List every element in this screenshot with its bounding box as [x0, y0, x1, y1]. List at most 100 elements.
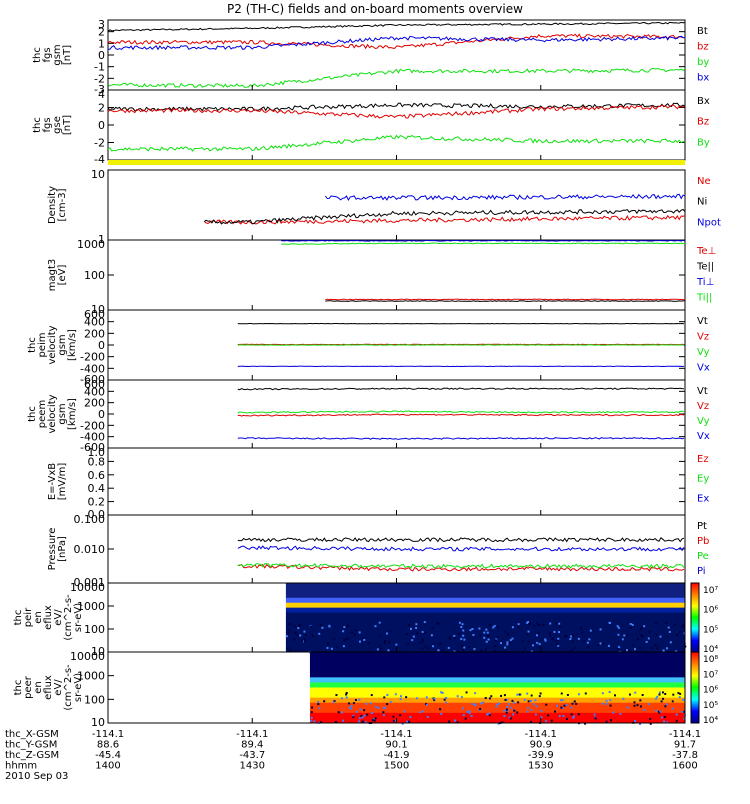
quality-flag-bar: [108, 160, 685, 165]
colorbar-tick-label: 10⁸: [703, 655, 718, 665]
legend-entry: Ez: [697, 454, 709, 465]
spectrogram-pixel: [304, 640, 306, 642]
spectrogram-pixel: [560, 707, 562, 709]
spectrogram-pixel: [379, 635, 381, 637]
spectrogram-pixel: [342, 720, 344, 722]
spectrogram-pixel: [419, 711, 421, 713]
colorbar-tick-label: 10⁴: [703, 716, 718, 726]
spectrogram-pixel: [375, 625, 377, 627]
spectrogram-pixel: [629, 649, 631, 651]
spectrogram-pixel: [366, 714, 368, 716]
spectrogram-pixel: [565, 635, 567, 637]
chart-title: P2 (TH-C) fields and on-board moments ov…: [227, 2, 523, 16]
spectrogram-pixel: [559, 647, 561, 649]
spectrogram-pixel: [333, 701, 335, 703]
spectrogram-pixel: [422, 631, 424, 633]
y-axis-label: magt3[eV]: [47, 259, 68, 292]
legend-entry: Vz: [697, 401, 709, 412]
spectrogram-pixel: [406, 633, 408, 635]
legend-entry: Vy: [697, 347, 710, 358]
x-axis-value: -114.1: [236, 729, 268, 740]
spectrogram-pixel: [587, 642, 589, 644]
spectrogram-pixel: [304, 638, 306, 640]
spectrogram-band: [286, 608, 685, 613]
spectrogram-pixel: [648, 637, 650, 639]
spectrogram-pixel: [578, 693, 580, 695]
spectrogram-pixel: [651, 647, 653, 649]
y-axis-label: Pressure[nPa]: [47, 528, 68, 571]
legend-entry: Pb: [697, 536, 709, 547]
spectrogram-pixel: [531, 695, 533, 697]
spectrogram-pixel: [510, 639, 512, 641]
spectrogram-band: [286, 603, 685, 608]
spectrogram-pixel: [375, 717, 377, 719]
spectrogram-pixel: [663, 720, 665, 722]
spectrogram-pixel: [602, 703, 604, 705]
spectrogram-pixel: [679, 693, 681, 695]
spectrogram-pixel: [672, 694, 674, 696]
y-tick-label: 0.100: [74, 513, 106, 526]
spectrogram-pixel: [482, 702, 484, 704]
spectrogram-pixel: [341, 711, 343, 713]
spectrogram-pixel: [646, 641, 648, 643]
spectrogram-pixel: [534, 699, 536, 701]
spectrogram-pixel: [471, 715, 473, 717]
spectrogram-pixel: [665, 622, 667, 624]
colorbar-tick-label: 10⁷: [703, 670, 718, 680]
colorbar-tick-label: 10⁵: [703, 701, 718, 711]
spectrogram-pixel: [317, 703, 319, 705]
spectrogram-pixel: [469, 712, 471, 714]
spectrogram-band: [286, 588, 685, 593]
series-bz: [108, 34, 685, 48]
spectrogram-pixel: [422, 710, 424, 712]
spectrogram-pixel: [485, 649, 487, 651]
spectrogram-pixel: [343, 626, 345, 628]
spectrogram-pixel: [442, 649, 444, 651]
spectrogram-pixel: [439, 708, 441, 710]
spectrogram-pixel: [539, 643, 541, 645]
spectrogram-pixel: [619, 713, 621, 715]
y-axis-label-line: [nT]: [62, 45, 73, 65]
spectrogram-band: [310, 708, 685, 714]
legend-entry: Bz: [697, 117, 709, 128]
spectrogram-pixel: [416, 632, 418, 634]
spectrogram-pixel: [469, 710, 471, 712]
spectrogram-pixel: [448, 721, 450, 723]
spectrogram-pixel: [347, 638, 349, 640]
x-axis-row-label: thc_Y-GSM: [5, 740, 57, 751]
spectrogram-pixel: [390, 701, 392, 703]
y-axis-label: E=-VxB[mV/m]: [47, 463, 68, 501]
spectrogram-pixel: [506, 709, 508, 711]
spectrogram-pixel: [353, 702, 355, 704]
spectrogram-pixel: [420, 642, 422, 644]
spectrogram-pixel: [670, 641, 672, 643]
spectrogram-pixel: [434, 698, 436, 700]
legend-entry: Vx: [697, 363, 710, 374]
x-axis-value: 89.4: [241, 740, 263, 751]
spectrogram-pixel: [368, 642, 370, 644]
y-axis-label-line: [eV]: [57, 265, 68, 286]
spectrogram-pixel: [553, 631, 555, 633]
spectrogram-pixel: [626, 649, 628, 651]
spectrogram-pixel: [516, 694, 518, 696]
spectrogram-pixel: [585, 692, 587, 694]
spectrogram-pixel: [379, 645, 381, 647]
spectrogram-pixel: [629, 694, 631, 696]
spectrogram-pixel: [661, 700, 663, 702]
colorbar-tick-label: 10⁵: [703, 625, 718, 635]
spectrogram-pixel: [364, 715, 366, 717]
spectrogram-pixel: [355, 629, 357, 631]
spectrogram-pixel: [668, 626, 670, 628]
spectrogram-pixel: [634, 648, 636, 650]
spectrogram-pixel: [386, 703, 388, 705]
spectrogram-pixel: [562, 715, 564, 717]
spectrogram-pixel: [333, 638, 335, 640]
legend-entry: bz: [697, 42, 709, 53]
spectrogram-pixel: [504, 694, 506, 696]
spectrogram-pixel: [517, 701, 519, 703]
x-axis-value: 1530: [528, 761, 553, 772]
spectrogram-pixel: [506, 641, 508, 643]
spectrogram-pixel: [606, 700, 608, 702]
